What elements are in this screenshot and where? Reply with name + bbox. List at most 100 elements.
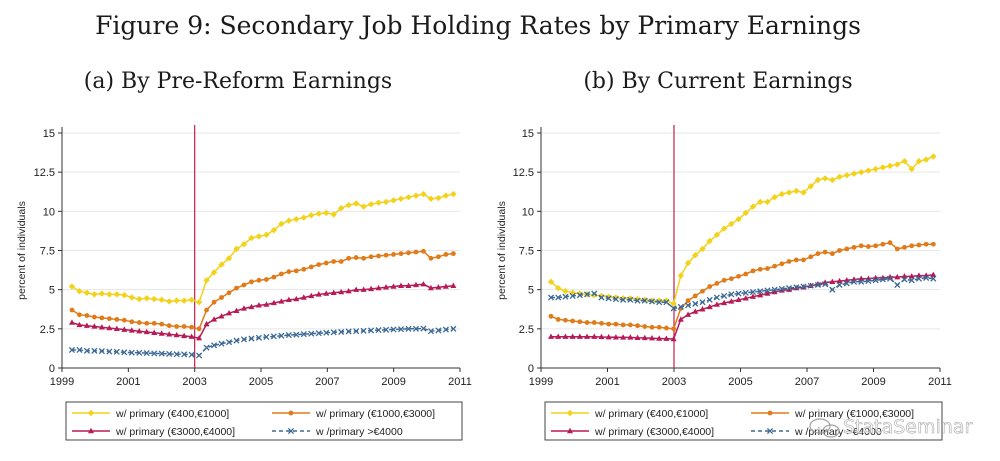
data-point xyxy=(188,296,195,304)
data-point xyxy=(620,296,627,303)
data-point xyxy=(375,327,382,334)
data-point xyxy=(158,330,165,336)
data-point xyxy=(346,255,352,261)
data-point xyxy=(83,289,91,296)
data-point xyxy=(173,351,180,358)
data-point xyxy=(785,285,793,292)
data-point xyxy=(663,299,670,306)
data-point xyxy=(270,299,277,306)
legend-label: w/ primary (€400,€1000] xyxy=(594,408,708,420)
y-tick-label: 5 xyxy=(528,285,534,297)
data-point xyxy=(218,340,225,347)
data-point xyxy=(612,296,619,303)
data-point xyxy=(620,322,626,328)
data-point xyxy=(173,331,180,338)
data-point xyxy=(821,175,829,182)
data-point xyxy=(151,350,158,357)
data-point xyxy=(397,195,405,202)
data-point xyxy=(263,301,270,307)
data-point xyxy=(330,289,337,295)
data-point xyxy=(76,346,83,354)
data-point xyxy=(584,320,590,325)
watermark-text: StataSeminar xyxy=(843,416,972,438)
series-line xyxy=(551,274,934,340)
data-point xyxy=(196,352,203,359)
series-1 xyxy=(69,248,456,332)
data-point xyxy=(620,334,627,340)
data-point xyxy=(390,326,397,333)
series-line xyxy=(71,283,454,340)
data-point xyxy=(757,266,763,272)
data-point xyxy=(189,324,195,330)
data-point xyxy=(195,299,203,306)
data-point xyxy=(851,244,857,250)
data-point xyxy=(685,311,692,317)
data-point xyxy=(255,334,262,341)
data-point xyxy=(353,286,360,292)
data-point xyxy=(270,226,278,234)
data-point xyxy=(570,318,576,324)
data-point xyxy=(930,153,937,160)
data-point xyxy=(151,295,158,303)
data-point xyxy=(858,278,865,285)
data-point xyxy=(240,336,248,343)
data-point xyxy=(270,333,277,340)
data-point xyxy=(427,284,434,291)
data-point xyxy=(778,285,785,292)
data-point xyxy=(772,263,778,269)
data-point xyxy=(576,333,583,339)
data-point xyxy=(591,320,597,325)
data-point xyxy=(406,250,411,256)
data-point xyxy=(136,327,143,334)
data-point xyxy=(873,243,879,249)
data-point xyxy=(77,312,82,318)
data-point xyxy=(771,194,778,201)
data-point xyxy=(308,292,315,299)
data-point xyxy=(779,261,785,267)
data-point xyxy=(121,291,128,299)
series-line xyxy=(550,155,934,305)
data-point xyxy=(338,328,345,336)
data-point xyxy=(166,323,172,329)
data-point xyxy=(692,252,699,259)
data-point xyxy=(648,335,655,341)
panel-b: (b) By Current Earnings percent of indivi… xyxy=(496,69,952,441)
data-point xyxy=(427,328,434,335)
data-point xyxy=(908,273,915,279)
data-point xyxy=(627,295,634,302)
data-point xyxy=(930,275,937,282)
data-point xyxy=(894,281,901,289)
data-point xyxy=(562,333,569,339)
data-point xyxy=(901,158,908,165)
data-point xyxy=(591,333,598,339)
data-point xyxy=(677,316,684,322)
data-point xyxy=(786,259,792,264)
data-point xyxy=(218,261,225,268)
data-point xyxy=(240,241,248,248)
data-point xyxy=(684,259,692,267)
data-point xyxy=(706,296,713,303)
data-point xyxy=(256,277,262,283)
data-point xyxy=(880,241,886,247)
data-point xyxy=(547,278,555,286)
x-tick-label: 2007 xyxy=(795,376,819,388)
data-point xyxy=(735,215,742,223)
data-point xyxy=(203,344,210,351)
legend-label: w /primary >€4000 xyxy=(315,426,403,438)
data-point xyxy=(98,290,106,297)
data-point xyxy=(599,320,604,326)
y-tick-label: 15 xyxy=(522,128,534,140)
data-point xyxy=(808,254,814,260)
data-point xyxy=(286,269,292,275)
data-point xyxy=(443,252,449,257)
watermark-logo-icon xyxy=(809,418,840,438)
data-point xyxy=(612,334,619,340)
data-point xyxy=(435,194,442,202)
data-point xyxy=(915,158,923,165)
data-point xyxy=(361,255,367,261)
x-tick-label: 2009 xyxy=(861,376,885,388)
data-point xyxy=(677,303,684,310)
data-point xyxy=(547,333,554,339)
legend-label: w/ primary (€1000,€3000] xyxy=(794,408,914,420)
data-point xyxy=(323,260,329,266)
